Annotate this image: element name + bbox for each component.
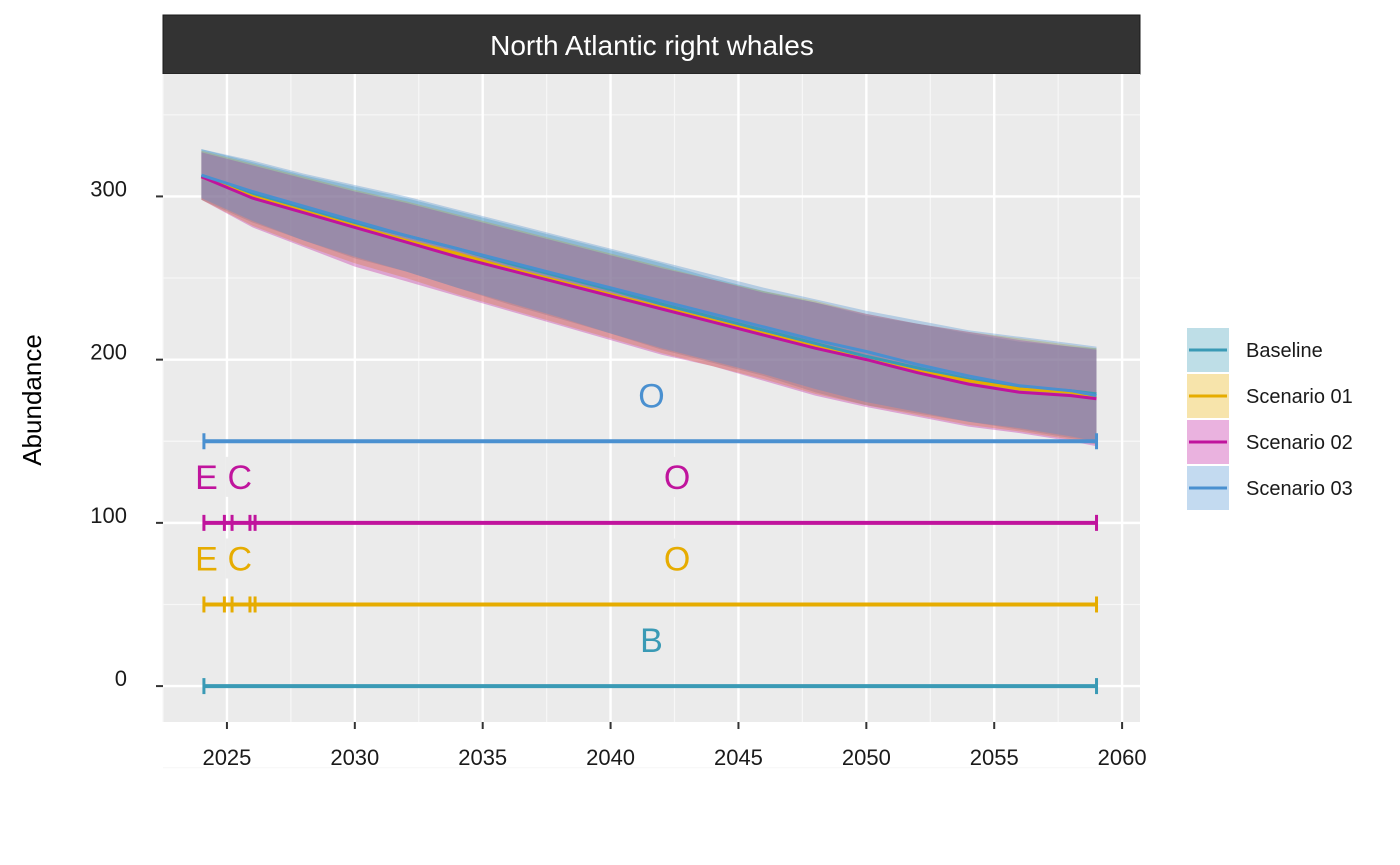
phase-label: B xyxy=(640,622,663,660)
x-tick-label: 2045 xyxy=(714,745,763,770)
panel-strip xyxy=(162,14,1141,75)
mean-line-scenario-02 xyxy=(200,175,1097,401)
y-tick-label: 200 xyxy=(90,340,127,365)
y-tick-label: 0 xyxy=(115,666,127,691)
y-axis: 0 100 200 300 xyxy=(90,176,163,691)
legend-label: Scenario 01 xyxy=(1246,386,1353,408)
x-tick-label: 2030 xyxy=(330,745,379,770)
timelines: BE C OE C OO xyxy=(192,375,1099,695)
x-axis: 2025 2030 2035 2040 2045 2050 2055 2060 xyxy=(202,722,1147,770)
panel-title: North Atlantic right whales xyxy=(490,30,814,61)
x-tick-label: 2050 xyxy=(842,745,891,770)
y-tick-label: 300 xyxy=(90,176,127,201)
phase-label-bg xyxy=(225,456,254,497)
phase-label: O xyxy=(664,540,690,578)
phase-label: E xyxy=(195,540,218,578)
x-tick-label: 2055 xyxy=(970,745,1019,770)
phase-label-bg xyxy=(637,375,666,416)
phase-label-bg xyxy=(637,620,666,661)
mean-line-baseline xyxy=(200,173,1097,396)
legend-label: Scenario 02 xyxy=(1246,432,1353,454)
phase-label: C xyxy=(227,540,252,578)
x-tick-label: 2040 xyxy=(586,745,635,770)
phase-label-bg xyxy=(192,538,221,579)
phase-label: O xyxy=(638,377,664,415)
phase-label: C xyxy=(227,459,252,497)
legend-label: Baseline xyxy=(1246,340,1323,362)
mean-lines xyxy=(200,173,1097,401)
phase-label-bg xyxy=(663,456,692,497)
phase-label-bg xyxy=(192,456,221,497)
phase-label: O xyxy=(664,459,690,497)
y-tick-label: 100 xyxy=(90,503,127,528)
mean-line-scenario-03 xyxy=(200,173,1097,398)
y-axis-title: Abundance xyxy=(17,334,47,466)
x-tick-label: 2060 xyxy=(1098,745,1147,770)
phase-label: E xyxy=(195,459,218,497)
ribbon-scenario-03 xyxy=(201,149,1097,442)
phase-label-bg xyxy=(225,538,254,579)
legend-label: Scenario 03 xyxy=(1246,478,1353,500)
x-tick-label: 2035 xyxy=(458,745,507,770)
ribbon-baseline xyxy=(201,149,1097,442)
mean-line-scenario-01 xyxy=(200,175,1097,399)
phase-label-bg xyxy=(663,538,692,579)
x-tick-label: 2025 xyxy=(202,745,251,770)
legend: Baseline Scenario 01 Scenario 02 Scenario 0… xyxy=(1187,328,1353,510)
